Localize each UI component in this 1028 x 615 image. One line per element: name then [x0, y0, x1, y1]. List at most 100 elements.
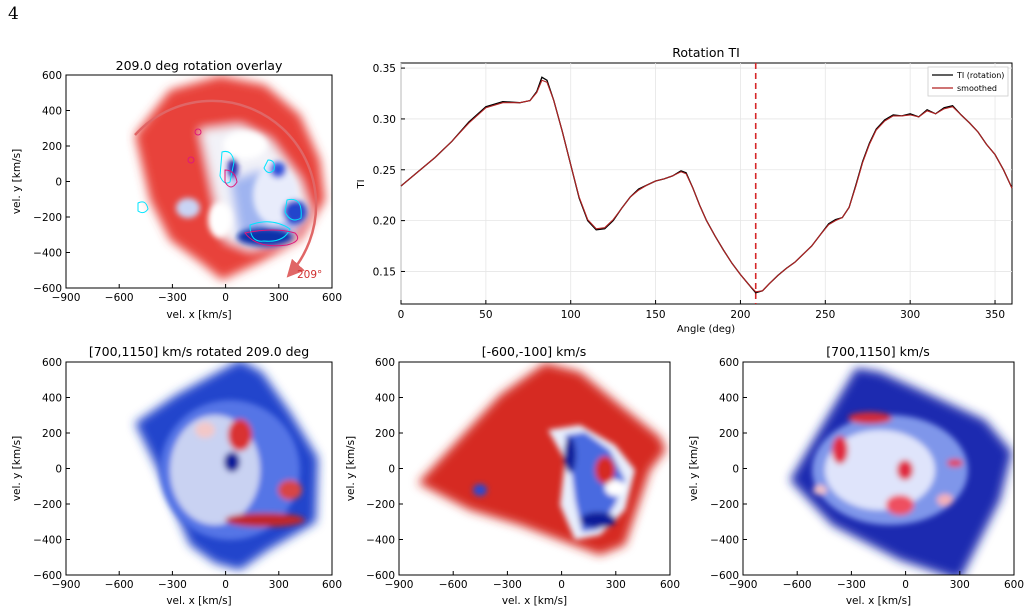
legend-label-smoothed: smoothed — [957, 84, 997, 93]
map-ytick-label: −200 — [366, 499, 395, 511]
ti-frame — [400, 62, 1013, 305]
map-xtick-label: −900 — [52, 292, 81, 304]
map-xlabel: vel. x [km/s] — [166, 309, 231, 321]
map-ytick-label: 200 — [42, 428, 62, 440]
overlay-panel: 209° — [65, 74, 333, 289]
map-axis-overlay: −900 −600 −300 0 300 6006004002000−200−400−60… — [11, 70, 342, 321]
map-xtick-label: 600 — [322, 579, 342, 591]
page-number: 4 — [8, 4, 19, 24]
map-ytick-label: 400 — [42, 106, 62, 118]
map-ytick-label: 0 — [55, 464, 62, 476]
ti-xtick-label: 250 — [815, 309, 835, 321]
ti-ytick-label: 0.20 — [373, 216, 396, 228]
overlay-title: 209.0 deg rotation overlay — [116, 58, 283, 73]
map-ytick-label: 200 — [375, 428, 395, 440]
ti-xtick-label: 200 — [730, 309, 750, 321]
map-ytick-label: −200 — [33, 212, 62, 224]
map-ytick-label: 400 — [42, 393, 62, 405]
map-xtick-label: −300 — [493, 579, 522, 591]
map-xtick-label: −600 — [105, 292, 134, 304]
rotated-panel — [65, 361, 333, 576]
map-ytick-label: 0 — [55, 177, 62, 189]
ti-xtick-label: 100 — [561, 309, 581, 321]
ti-ytick-label: 0.35 — [373, 63, 396, 75]
rotation-ti-panel: 0 50 100 150 200 250 300 350 0.35 0.30 0.25 0.20 0.1… — [356, 45, 1013, 335]
map-ytick-label: −400 — [33, 248, 62, 260]
map-xtick-label: 600 — [322, 292, 342, 304]
map-xtick-label: 300 — [269, 292, 289, 304]
rotated-heatmap — [135, 362, 318, 570]
map-axis-range_700_1150: −900 −600 −300 0 300 6006004002000−200−400−60… — [688, 357, 1024, 607]
map-xtick-label: 0 — [222, 292, 229, 304]
map-xtick-label: −300 — [837, 579, 866, 591]
map-ytick-label: 0 — [388, 464, 395, 476]
ti-title: Rotation TI — [672, 45, 740, 60]
map-ytick-label: 600 — [42, 70, 62, 82]
ti-xtick-label: 300 — [900, 309, 920, 321]
map-ylabel: vel. y [km/s] — [688, 436, 700, 501]
map-xtick-label: 300 — [606, 579, 626, 591]
map-ytick-label: −200 — [33, 499, 62, 511]
map-xtick-label: 0 — [222, 579, 229, 591]
rotation-annotation: 209° — [297, 269, 322, 281]
redshift-heatmap — [790, 368, 1012, 575]
map-ytick-label: 400 — [719, 393, 739, 405]
ti-xtick-label: 50 — [479, 309, 492, 321]
map-xlabel: vel. x [km/s] — [502, 595, 567, 607]
map-ytick-label: 600 — [719, 357, 739, 369]
blueshift-panel — [398, 361, 671, 576]
legend-label-raw: TI (rotation) — [956, 71, 1004, 80]
redshift-title: [700,1150] km/s — [826, 344, 930, 359]
map-ytick-label: 200 — [42, 141, 62, 153]
map-xlabel: vel. x [km/s] — [846, 595, 911, 607]
ti-ticks: 0 50 100 150 200 250 300 350 0.35 0.30 0.25 0.20 0.1… — [373, 63, 1005, 321]
map-ytick-label: −400 — [33, 535, 62, 547]
map-xtick-label: −900 — [385, 579, 414, 591]
map-ytick-label: −400 — [366, 535, 395, 547]
map-axis-neg600_neg100: −900 −600 −300 0 300 6006004002000−200−400−60… — [345, 357, 680, 607]
map-ytick-label: −600 — [33, 283, 62, 295]
ti-series-smoothed — [400, 79, 1013, 293]
map-xlabel: vel. x [km/s] — [166, 595, 231, 607]
ti-ytick-label: 0.15 — [373, 266, 396, 278]
map-xtick-label: −300 — [158, 292, 187, 304]
ti-ytick-label: 0.25 — [373, 165, 396, 177]
ti-legend: TI (rotation) smoothed — [927, 66, 1009, 97]
map-xtick-label: 300 — [269, 579, 289, 591]
map-axis-rot_700_1150: −900 −600 −300 0 300 6006004002000−200−400−60… — [11, 357, 342, 607]
ti-xtick-label: 0 — [398, 309, 405, 321]
map-ylabel: vel. y [km/s] — [11, 436, 23, 501]
ti-xlabel: Angle (deg) — [677, 324, 735, 335]
map-xtick-label: −600 — [439, 579, 468, 591]
blueshift-heatmap — [418, 363, 666, 555]
ti-grid — [400, 63, 1012, 304]
map-ytick-label: 200 — [719, 428, 739, 440]
map-ylabel: vel. y [km/s] — [345, 436, 357, 501]
rotation-arc — [134, 99, 318, 278]
map-xtick-label: 0 — [558, 579, 565, 591]
map-axes: −900 −600 −300 0 300 6006004002000−200−400−60… — [11, 70, 1024, 607]
ti-ylabel: TI — [356, 179, 367, 189]
map-ylabel: vel. y [km/s] — [11, 149, 23, 214]
ti-ytick-label: 0.30 — [373, 114, 396, 126]
map-ytick-label: −600 — [33, 570, 62, 582]
map-ytick-label: −600 — [366, 570, 395, 582]
map-ytick-label: −200 — [710, 499, 739, 511]
ti-xtick-label: 350 — [985, 309, 1005, 321]
map-xtick-label: −900 — [729, 579, 758, 591]
map-xtick-label: 600 — [660, 579, 680, 591]
map-ytick-label: 0 — [732, 464, 739, 476]
map-ytick-label: −400 — [710, 535, 739, 547]
redshift-panel — [742, 361, 1015, 576]
map-xtick-label: 600 — [1004, 579, 1024, 591]
map-xtick-label: 0 — [902, 579, 909, 591]
map-xtick-label: −600 — [105, 579, 134, 591]
ti-xtick-label: 150 — [646, 309, 666, 321]
blueshift-title: [-600,-100] km/s — [482, 344, 587, 359]
map-ytick-label: 400 — [375, 393, 395, 405]
map-xtick-label: −300 — [158, 579, 187, 591]
map-ytick-label: −600 — [710, 570, 739, 582]
rotated-title: [700,1150] km/s rotated 209.0 deg — [89, 344, 309, 359]
overlay-heatmap — [135, 76, 325, 280]
